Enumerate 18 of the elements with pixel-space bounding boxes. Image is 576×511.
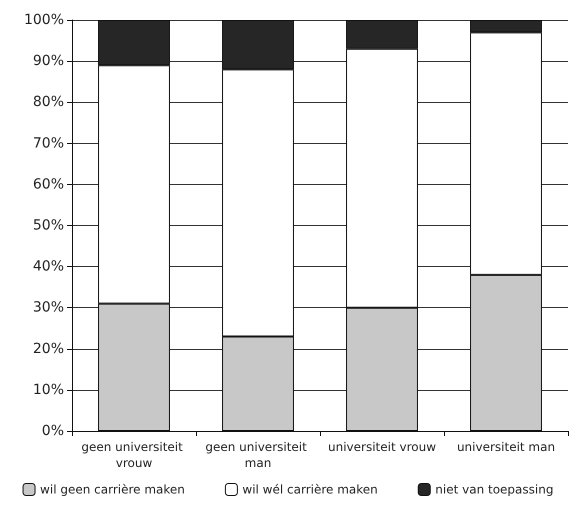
y-tick-label: 90% [32, 53, 64, 70]
y-tick-label: 10% [32, 382, 64, 398]
y-tick-label: 50% [32, 218, 64, 234]
y-tick-label: 0% [42, 423, 64, 439]
legend-label: wil wél carrière maken [242, 482, 378, 496]
y-tick-label: 80% [32, 94, 64, 110]
y-tick-label: 60% [32, 176, 64, 192]
legend-label: wil geen carrière maken [40, 482, 185, 496]
x-tick-label: universiteit man [456, 440, 556, 454]
y-tick-label: 40% [32, 258, 64, 275]
x-tick-label: geen universiteit man [205, 440, 311, 470]
y-tick-label: 30% [32, 300, 64, 316]
y-tick-label: 70% [32, 135, 64, 152]
x-tick-label: universiteit vrouw [328, 440, 436, 454]
y-tick-label: 100% [24, 12, 64, 28]
x-tick-label: geen universiteit vrouw [81, 440, 187, 470]
legend-label: niet van toepassing [435, 482, 554, 496]
y-tick-label: 20% [32, 340, 64, 357]
